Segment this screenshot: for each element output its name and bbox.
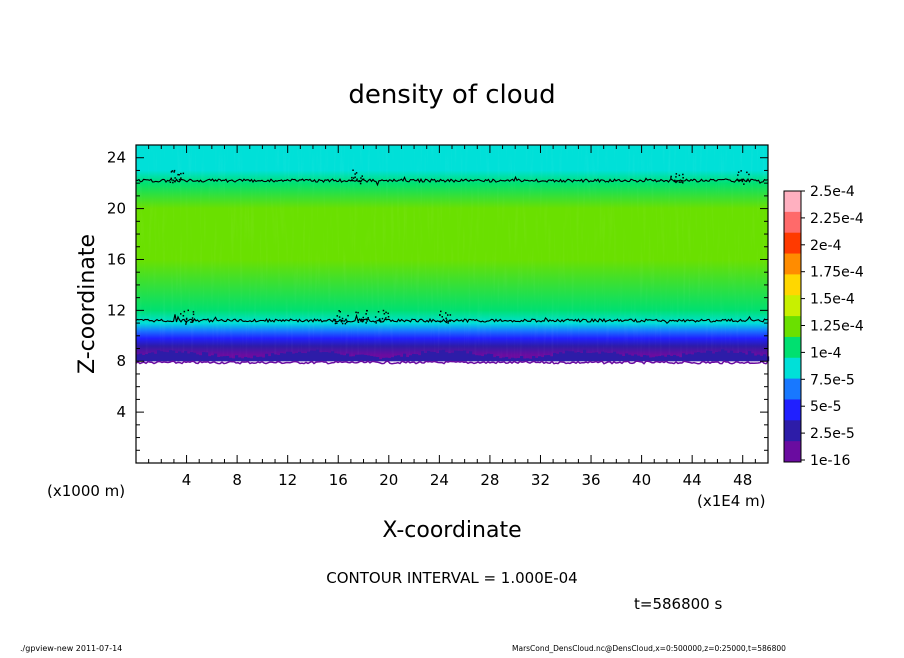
colorbar-swatch [784,420,801,442]
colorbar-label: 2.5e-5 [810,426,855,442]
contour-interval-label: CONTOUR INTERVAL = 1.000E-04 [326,569,577,587]
y-tick-label: 4 [116,403,126,421]
x-tick-label: 4 [182,471,192,489]
colorbar-swatch [784,274,801,296]
x-tick-label: 8 [232,471,242,489]
colorbar-swatch [784,191,801,213]
y-axis-label: Z-coordinate [75,234,100,374]
colorbar-swatch [784,357,801,380]
colorbar-label: 1.25e-4 [810,319,864,335]
x-tick-label: 44 [683,471,702,489]
colorbar-label: 1.75e-4 [810,265,864,281]
x-tick-label: 48 [733,471,752,489]
colorbar-label: 2e-4 [810,238,842,254]
colorbar-swatch [784,316,801,338]
colorbar-label: 7.5e-5 [810,372,855,388]
y-axis: 4 8 12 16 20 24 [107,149,768,451]
colorbar-swatch [784,211,801,234]
x-tick-label: 28 [480,471,499,489]
x-tick-label: 12 [278,471,297,489]
y-tick-label: 8 [116,352,126,370]
x-tick-label: 36 [581,471,600,489]
colorbar-swatch [784,336,801,359]
y-tick-label: 20 [107,200,126,218]
y-tick-label: 24 [107,149,126,167]
colorbar-label: 1.5e-4 [810,292,855,308]
x-tick-label: 32 [531,471,550,489]
colorbar-label: 1e-4 [810,345,842,361]
colorbar-swatch [784,295,801,317]
x-tick-label: 20 [379,471,398,489]
colorbar-label: 5e-5 [810,399,841,415]
x-tick-label: 24 [430,471,449,489]
x-tick-label: 40 [632,471,651,489]
colorbar-swatch [784,399,801,421]
field-texture [136,145,768,362]
time-label: t=586800 s [634,595,722,613]
colorbar-label: 2.25e-4 [810,211,864,227]
y-tick-label: 16 [107,250,126,268]
colorbar: 2.5e-4 2.25e-4 2e-4 1.75e-4 1.5e-4 1.25e-4 1e-… [783,184,864,469]
footer-right: MarsCond_DensCloud.nc@DensCloud,x=0:5000… [512,644,786,653]
y-unit-label: (x1000 m) [47,482,125,500]
chart-title: density of cloud [348,80,555,110]
colorbar-swatch [784,232,801,254]
x-unit-label: (x1E4 m) [697,492,766,510]
x-axis: 4 8 12 16 20 24 28 32 36 40 44 48 [148,145,756,489]
colorbar-label: 1e-16 [810,453,850,469]
x-axis-label: X-coordinate [382,518,521,543]
colorbar-label: 2.5e-4 [810,184,855,200]
x-tick-label: 16 [329,471,348,489]
footer-left: ./gpview-new 2011-07-14 [20,644,122,653]
colorbar-swatch [784,441,801,463]
y-tick-label: 12 [107,301,126,319]
colorbar-swatch [784,378,801,400]
lower-band-ripples [135,349,770,365]
colorbar-swatch [784,253,801,275]
contour-lines [135,169,768,325]
